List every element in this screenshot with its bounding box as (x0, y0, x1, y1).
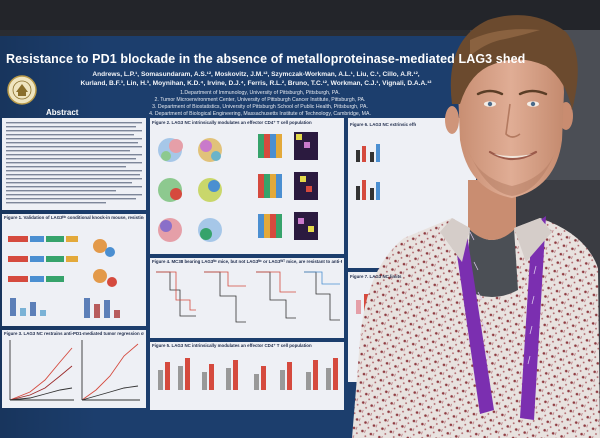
face (458, 36, 564, 198)
smile (488, 150, 538, 161)
abstract-panel (2, 118, 146, 210)
figure-4-caption: Figure 4. MC38 bearing LAG3ᴺᶜ mice, but … (152, 259, 342, 264)
authors-line-1: Andrews, L.P.¹, Somasundaram, A.S.¹², Mo… (92, 71, 420, 78)
abstract-heading: Abstract (46, 108, 79, 117)
eyes (484, 101, 539, 107)
figure-3-caption: Figure 3. LAG3 NC restrains anti-PD1-med… (4, 331, 144, 336)
university-seal (7, 75, 37, 105)
figure-6-caption: Figure 6. LAG3 NC extrinsic effects on C… (350, 122, 416, 127)
tumor-growth-curves (9, 340, 140, 401)
affiliation-2: 2. Tumor Microenvironment Center, Univer… (154, 96, 366, 103)
dot-bar-plots (158, 358, 338, 390)
heatmaps (258, 132, 318, 240)
tsne-plots (158, 138, 222, 242)
poster-title: Resistance to PD1 blockade in the absenc… (6, 52, 526, 66)
dark-undershirt (466, 228, 518, 297)
figure-1-panel (2, 214, 146, 326)
affiliation-4: 4. Department of Biological Engineering,… (149, 110, 371, 117)
affiliation-1: 1.Department of Immunology, University o… (180, 90, 340, 96)
survival-curves (156, 271, 340, 323)
figure-2-caption: Figure 2. LAG3 NC intrinsically modulate… (152, 120, 312, 125)
construct-diagram (8, 236, 120, 318)
poster-affiliations: 1.Department of Immunology, University o… (110, 90, 410, 118)
affiliation-3: 3. Department of Biostatistics, Universi… (152, 103, 368, 110)
nose (505, 103, 521, 138)
figure-1-caption: Figure 1. Validation of LAG3ᴺᶜ condition… (4, 215, 144, 220)
left-ear (445, 106, 459, 134)
eyebrows (476, 89, 548, 96)
poster-authors: Andrews, L.P.¹, Somasundaram, A.S.¹², Mo… (46, 70, 466, 88)
figure-3-panel (2, 330, 146, 408)
authors-line-2: Kurland, B.F.³, Lin, H.³, Moynihan, K.D.… (80, 80, 432, 87)
figure-4-panel (150, 258, 344, 338)
figure-7-caption: Figure 7. LAG3 NC limits CD4⁺ Foxp3⁻ Tre… (350, 274, 402, 279)
figure-5-caption: Figure 5. LAG3 NC intrinsically modulate… (152, 343, 312, 348)
